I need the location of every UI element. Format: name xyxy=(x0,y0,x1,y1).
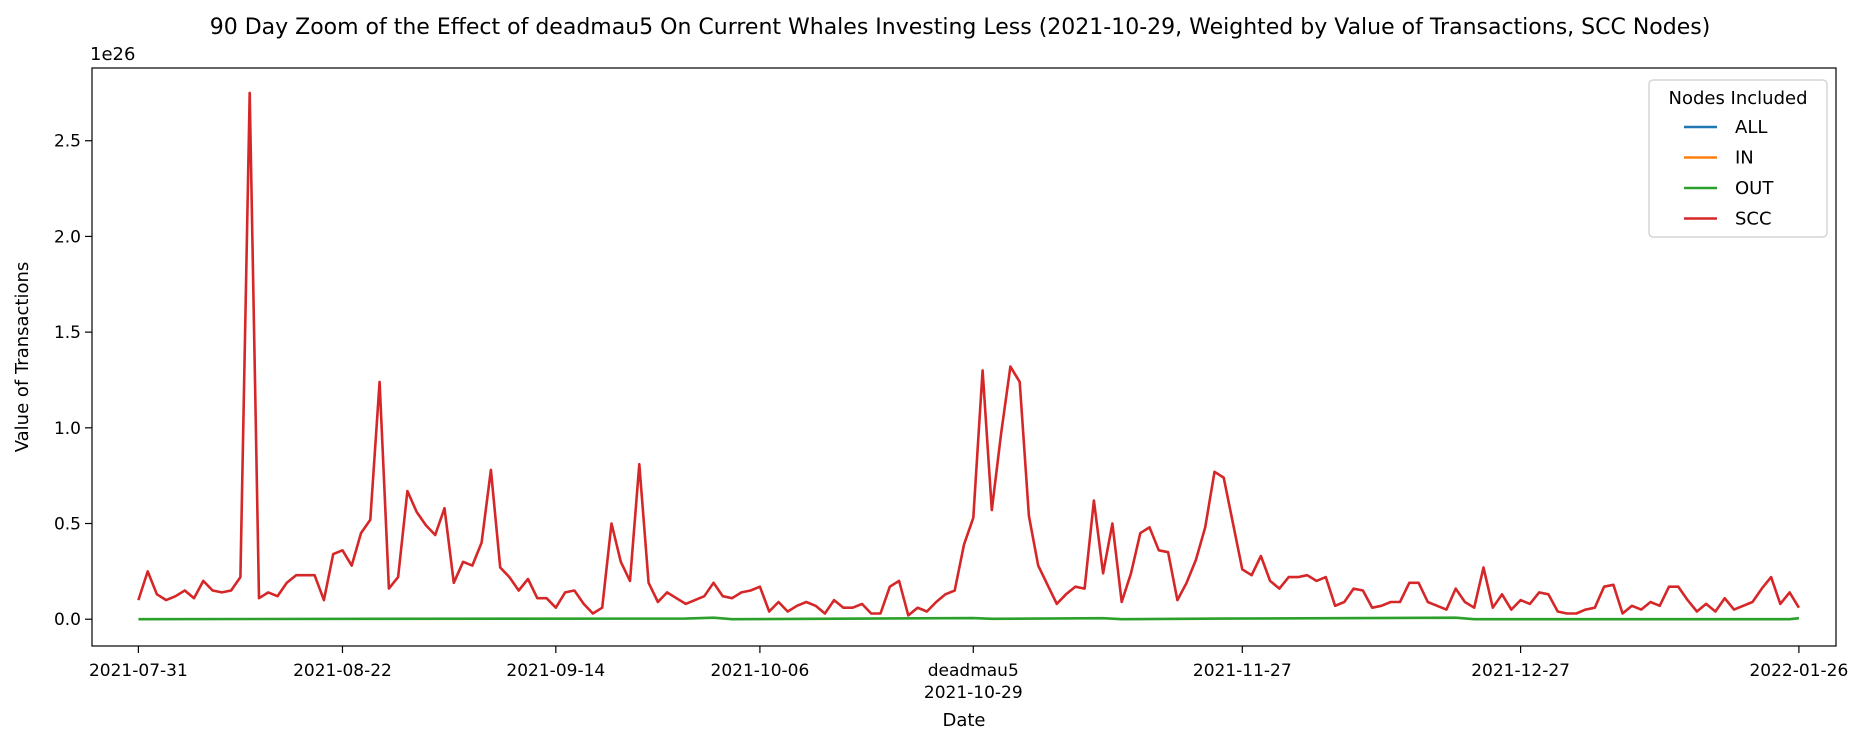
series-line-scc xyxy=(137,91,1801,617)
x-tick-label: 2021-07-31 xyxy=(89,661,188,681)
legend-box xyxy=(1648,79,1828,238)
x-tick-label: 2021-12-27 xyxy=(1471,661,1570,681)
y-tick-label: 0.0 xyxy=(54,610,81,630)
plot-area-frame xyxy=(91,67,1837,647)
x-tick-label: 2021-08-22 xyxy=(293,661,392,681)
x-tick-label: 2021-11-27 xyxy=(1193,661,1292,681)
y-tick-label: 2.5 xyxy=(54,132,81,152)
x-tick-label: 2022-01-26 xyxy=(1749,661,1848,681)
x-tick-label: 2021-09-14 xyxy=(506,661,605,681)
x-tick-label: 2021-10-06 xyxy=(711,661,810,681)
x-tick-label: 2021-10-29 xyxy=(924,683,1023,703)
legend: Nodes Included ALL IN OUT SCC xyxy=(1648,79,1828,238)
x-axis: 2021-07-31 2021-08-22 2021-09-14 2021-10-06… xyxy=(89,646,1848,703)
y-tick-label: 0.5 xyxy=(54,515,81,535)
legend-label-scc: SCC xyxy=(1735,209,1772,230)
y-axis: 0.0 0.5 1.0 1.5 2.0 2.5 xyxy=(54,132,92,630)
legend-title: Nodes Included xyxy=(1668,88,1807,109)
chart-title: 90 Day Zoom of the Effect of deadmau5 On… xyxy=(210,15,1711,40)
y-tick-label: 1.5 xyxy=(54,323,81,343)
x-tick-annotation: deadmau5 xyxy=(928,661,1019,681)
y-axis-label: Value of Transactions xyxy=(12,262,33,453)
y-tick-label: 2.0 xyxy=(54,227,81,247)
legend-label-all: ALL xyxy=(1735,117,1767,138)
y-axis-exponent-label: 1e26 xyxy=(90,44,135,65)
y-tick-label: 1.0 xyxy=(54,419,81,439)
series-layer xyxy=(137,91,1801,621)
legend-label-out: OUT xyxy=(1735,178,1774,199)
series-line-out xyxy=(138,616,1800,621)
legend-label-in: IN xyxy=(1735,148,1754,169)
x-axis-label: Date xyxy=(942,710,985,731)
